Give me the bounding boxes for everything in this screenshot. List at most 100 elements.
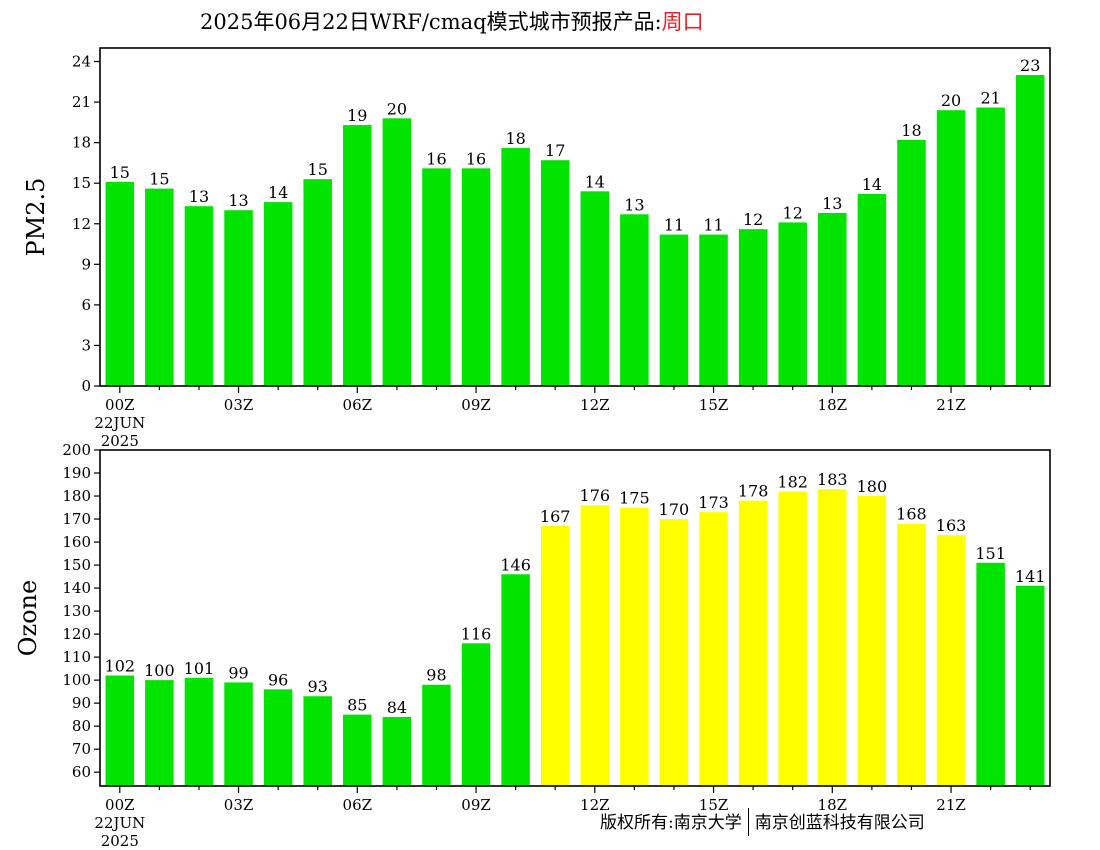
copyright-university: 版权所有:南京大学: [600, 813, 742, 833]
bar: [343, 125, 372, 387]
bar: [540, 525, 570, 786]
bar: [976, 562, 1005, 786]
bar-value-label: 18: [901, 121, 921, 140]
bar: [936, 535, 966, 786]
bar-value-label: 15: [308, 160, 328, 179]
bar-value-label: 141: [1015, 567, 1046, 586]
bar-value-label: 15: [110, 163, 130, 182]
x-tick-label: 18Z: [818, 796, 848, 814]
bar-value-label: 21: [980, 88, 1000, 107]
bar: [659, 519, 689, 786]
x-date-label: 2025: [101, 832, 139, 850]
bar-value-label: 96: [268, 670, 288, 689]
y-tick-label: 60: [72, 763, 91, 781]
bar-value-label: 13: [189, 187, 209, 206]
bar-value-label: 85: [347, 696, 367, 715]
page-title: 2025年06月22日WRF/cmaq模式城市预报产品:周口: [200, 6, 704, 36]
y-tick-label: 6: [81, 296, 91, 314]
bar-value-label: 146: [500, 555, 531, 574]
copyright-separator: [747, 808, 749, 836]
bar-value-label: 16: [466, 149, 486, 168]
bar: [303, 696, 332, 786]
x-tick-label: 03Z: [224, 396, 254, 414]
bar-value-label: 173: [698, 493, 729, 512]
chart-panel-ozone: 102 100 101 99 96 93 85 84 98 116 146 167 176 175 170 1…: [14, 441, 1051, 850]
y-tick-label: 12: [72, 215, 91, 233]
bar-value-label: 17: [545, 141, 565, 160]
bar-value-label: 178: [738, 482, 769, 501]
y-tick-label: 9: [81, 255, 91, 273]
bar: [936, 110, 966, 386]
bar: [382, 118, 412, 386]
plot-frame: [99, 47, 1051, 387]
bar-value-label: 170: [659, 500, 690, 519]
bar-value-label: 13: [822, 194, 842, 213]
bar: [738, 229, 768, 386]
y-tick-label: 18: [72, 134, 91, 152]
x-tick-label: 15Z: [699, 396, 729, 414]
x-tick-label: 12Z: [580, 396, 610, 414]
bar-value-label: 163: [936, 516, 967, 535]
bar: [224, 682, 253, 786]
bar: [778, 491, 807, 786]
bar: [263, 689, 293, 786]
bar: [263, 202, 293, 386]
y-tick-label: 140: [62, 579, 91, 597]
bar: [540, 160, 570, 386]
bar-value-label: 13: [624, 195, 644, 214]
bar: [897, 523, 926, 786]
bar: [818, 489, 847, 786]
y-axis-title: PM2.5: [22, 178, 50, 257]
x-tick-label: 18Z: [818, 396, 848, 414]
bar-value-label: 12: [783, 203, 803, 222]
y-tick-label: 90: [72, 694, 91, 712]
bar-value-label: 15: [149, 170, 169, 189]
chart-panel-pm25: 15 15 13 13 14 15 19 20 16 16 18 17 14 13 11 11 12 12 13 14…: [22, 47, 1051, 450]
x-tick-label: 21Z: [936, 796, 966, 814]
bar: [501, 148, 530, 386]
bar: [422, 684, 451, 786]
city-name: 周口: [661, 10, 704, 34]
bar: [699, 512, 728, 786]
title-prefix: 2025年06月22日WRF/cmaq模式城市预报产品:: [200, 10, 662, 34]
copyright-notice: 版权所有:南京大学 南京创蓝科技有限公司: [600, 808, 925, 836]
y-tick-label: 100: [62, 671, 91, 689]
y-tick-label: 80: [72, 717, 91, 735]
bar: [976, 107, 1005, 386]
y-tick-label: 3: [81, 336, 91, 354]
bar: [857, 496, 887, 786]
bar-value-label: 14: [862, 175, 882, 194]
bar-value-label: 11: [664, 216, 684, 235]
bar-value-label: 98: [426, 666, 446, 685]
bar: [580, 505, 610, 786]
bar-value-label: 167: [540, 507, 571, 526]
bar-value-label: 180: [857, 477, 888, 496]
bar-value-label: 100: [144, 661, 175, 680]
y-axis-title: Ozone: [14, 580, 42, 656]
bar-value-label: 99: [228, 663, 248, 682]
bar: [145, 680, 174, 786]
bar: [382, 716, 412, 786]
y-tick-label: 180: [62, 487, 91, 505]
bar-value-label: 14: [268, 183, 288, 202]
bar: [620, 507, 649, 786]
x-tick-label: 03Z: [224, 796, 254, 814]
y-tick-label: 15: [72, 174, 91, 192]
y-tick-label: 190: [62, 464, 91, 482]
x-tick-label: 09Z: [461, 396, 491, 414]
bar-value-label: 182: [777, 472, 808, 491]
y-tick-label: 110: [62, 648, 91, 666]
bar: [184, 677, 214, 786]
bar-value-label: 93: [308, 677, 328, 696]
bar-value-label: 11: [703, 216, 723, 235]
bar: [145, 188, 174, 386]
y-tick-label: 160: [62, 533, 91, 551]
bar-value-label: 101: [184, 659, 215, 678]
bar: [620, 214, 649, 386]
bar: [897, 139, 926, 386]
bar-value-label: 18: [505, 129, 525, 148]
bar: [857, 194, 887, 386]
bar-value-label: 16: [426, 149, 446, 168]
bar: [105, 675, 135, 786]
bar-value-label: 23: [1020, 56, 1040, 75]
